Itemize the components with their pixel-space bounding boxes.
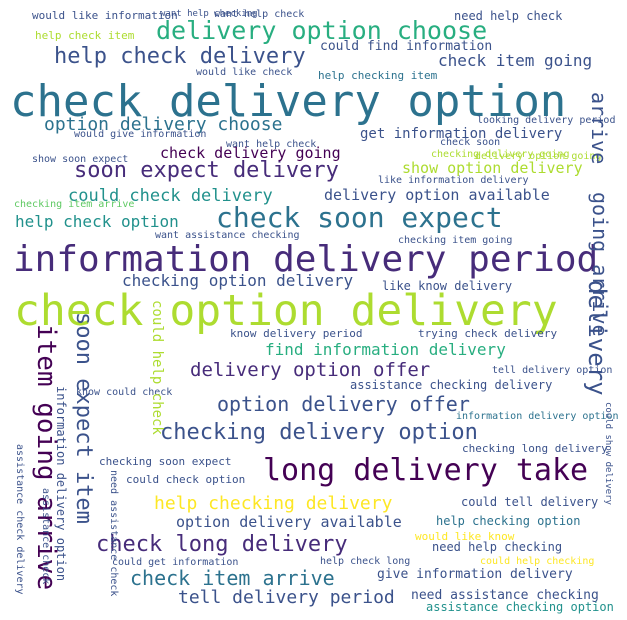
- word-phrase: assistance checking delivery: [350, 378, 553, 392]
- word-phrase: check option delivery: [14, 286, 558, 336]
- word-phrase: find information delivery: [265, 340, 506, 359]
- word-phrase-vertical: soon expect item: [71, 312, 96, 524]
- word-phrase: need help checking: [432, 540, 563, 554]
- word-phrase-vertical: arrive: [587, 92, 611, 165]
- word-phrase: want help check: [214, 9, 305, 20]
- word-phrase-vertical: item going arrive: [31, 324, 61, 591]
- word-phrase-vertical: going arrive: [588, 192, 612, 337]
- word-phrase: check delivery option: [10, 76, 567, 127]
- word-phrase: checking option delivery: [122, 271, 354, 290]
- word-phrase: tell delivery period: [178, 587, 395, 608]
- word-phrase: need help check: [454, 9, 563, 23]
- word-phrase: check item arrive: [130, 566, 335, 590]
- word-phrase: help check option: [15, 212, 179, 231]
- word-phrase: want help checking: [160, 9, 258, 19]
- word-phrase-vertical: assistance check: [40, 488, 51, 585]
- word-phrase: could find information: [320, 39, 493, 54]
- word-phrase: would like know: [415, 530, 515, 543]
- word-phrase: could tell delivery: [461, 495, 599, 509]
- word-phrase: give information delivery: [377, 567, 573, 582]
- word-phrase: checking delivery going: [431, 149, 570, 160]
- word-phrase: option delivery choose: [44, 114, 283, 135]
- word-phrase: information delivery option: [456, 411, 619, 422]
- word-phrase-vertical: could show delivery: [603, 402, 613, 505]
- word-phrase: help check long: [320, 556, 411, 567]
- word-phrase: help checking option: [436, 514, 581, 528]
- word-phrase: checking soon expect: [99, 455, 232, 468]
- word-phrase: checking item going: [398, 235, 513, 246]
- word-phrase: checking delivery option: [160, 420, 478, 445]
- word-phrase: would give information: [74, 129, 207, 140]
- word-phrase: would like information: [32, 9, 178, 22]
- word-phrase: trying check delivery: [418, 327, 558, 340]
- word-phrase: check item going: [438, 51, 593, 70]
- word-phrase: delivery option offer: [190, 359, 431, 381]
- word-phrase: help checking item: [318, 69, 438, 82]
- word-phrase: show option delivery: [402, 159, 583, 177]
- word-phrase: get information delivery: [360, 126, 563, 142]
- word-phrase-vertical: need assistance check: [108, 470, 119, 597]
- word-phrase: could help checking: [480, 556, 595, 567]
- word-phrase: option delivery offer: [217, 392, 470, 416]
- word-phrase: could check option: [126, 473, 246, 486]
- word-phrase: would like check: [196, 67, 293, 78]
- word-phrase: long delivery take: [263, 453, 589, 488]
- word-phrase: delivery option choose: [156, 16, 488, 45]
- word-phrase: check soon expect: [216, 201, 503, 234]
- word-phrase: delivery option going: [475, 151, 602, 162]
- word-phrase: option delivery available: [176, 513, 402, 531]
- word-phrase: tell delivery option: [492, 365, 613, 376]
- word-phrase: want help check: [226, 139, 317, 150]
- word-phrase: know delivery period: [230, 327, 363, 340]
- word-phrase: need assistance checking: [411, 588, 599, 603]
- word-phrase: checking long delivery: [462, 442, 608, 455]
- word-phrase: know could check: [76, 387, 173, 398]
- word-phrase: like information delivery: [378, 175, 529, 186]
- word-phrase: help checking delivery: [154, 493, 393, 514]
- word-phrase: check delivery going: [160, 144, 341, 162]
- word-phrase: checking item arrive: [14, 199, 135, 210]
- word-phrase: want assistance checking: [155, 230, 300, 241]
- word-phrase: looking delivery period: [477, 115, 616, 126]
- word-phrase-vertical: delivery: [583, 280, 611, 396]
- word-phrase: delivery option available: [324, 186, 550, 204]
- word-phrase: soon expect delivery: [74, 158, 339, 183]
- word-phrase: help check delivery: [54, 44, 306, 69]
- word-phrase: could check delivery: [68, 186, 273, 206]
- word-phrase: information delivery period: [13, 239, 599, 280]
- word-phrase: could get information: [112, 557, 239, 568]
- word-phrase-vertical: could help check: [149, 300, 165, 435]
- word-phrase-vertical: information delivery option: [54, 386, 68, 582]
- word-phrase: check long delivery: [96, 532, 348, 557]
- word-phrase: assistance checking option: [426, 600, 614, 614]
- word-phrase-vertical: assistance check delivery: [14, 444, 25, 595]
- word-phrase: like know delivery: [382, 279, 513, 293]
- word-phrase: show soon expect: [32, 154, 129, 165]
- word-phrase: check soon: [440, 137, 501, 148]
- word-phrase: help check item: [35, 29, 135, 42]
